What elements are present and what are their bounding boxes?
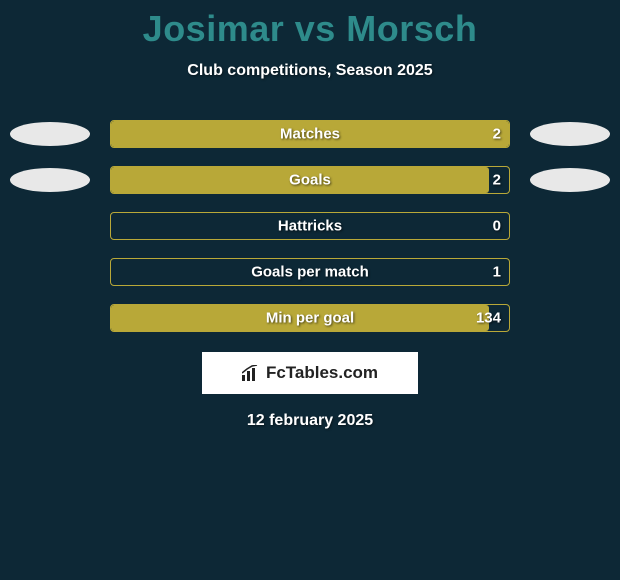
watermark: FcTables.com xyxy=(202,352,418,394)
stat-row: Goals 2 xyxy=(10,166,610,194)
stat-row: Hattricks 0 xyxy=(10,212,610,240)
page-title: Josimar vs Morsch xyxy=(0,0,620,50)
stat-value: 1 xyxy=(493,264,501,281)
stat-bar: Goals 2 xyxy=(110,166,510,194)
stat-value: 2 xyxy=(493,172,501,189)
stat-value: 134 xyxy=(476,310,501,327)
stat-row: Min per goal 134 xyxy=(10,304,610,332)
player-right-ellipse xyxy=(530,122,610,146)
stat-bar: Matches 2 xyxy=(110,120,510,148)
stat-row: Goals per match 1 xyxy=(10,258,610,286)
subtitle: Club competitions, Season 2025 xyxy=(0,62,620,80)
stat-label: Matches xyxy=(280,126,340,143)
player-left-ellipse xyxy=(10,168,90,192)
stat-value: 0 xyxy=(493,218,501,235)
stat-label: Goals per match xyxy=(251,264,369,281)
comparison-chart: Matches 2 Goals 2 Hattricks 0 Goals per match 1… xyxy=(0,120,620,332)
stat-bar: Hattricks 0 xyxy=(110,212,510,240)
stat-value: 2 xyxy=(493,126,501,143)
stat-label: Min per goal xyxy=(266,310,354,327)
chart-icon xyxy=(242,365,260,381)
stat-row: Matches 2 xyxy=(10,120,610,148)
date-label: 12 february 2025 xyxy=(0,412,620,430)
watermark-text: FcTables.com xyxy=(266,363,378,383)
player-right-ellipse xyxy=(530,168,610,192)
stat-bar: Min per goal 134 xyxy=(110,304,510,332)
stat-bar: Goals per match 1 xyxy=(110,258,510,286)
player-left-ellipse xyxy=(10,122,90,146)
stat-label: Goals xyxy=(289,172,331,189)
stat-label: Hattricks xyxy=(278,218,342,235)
